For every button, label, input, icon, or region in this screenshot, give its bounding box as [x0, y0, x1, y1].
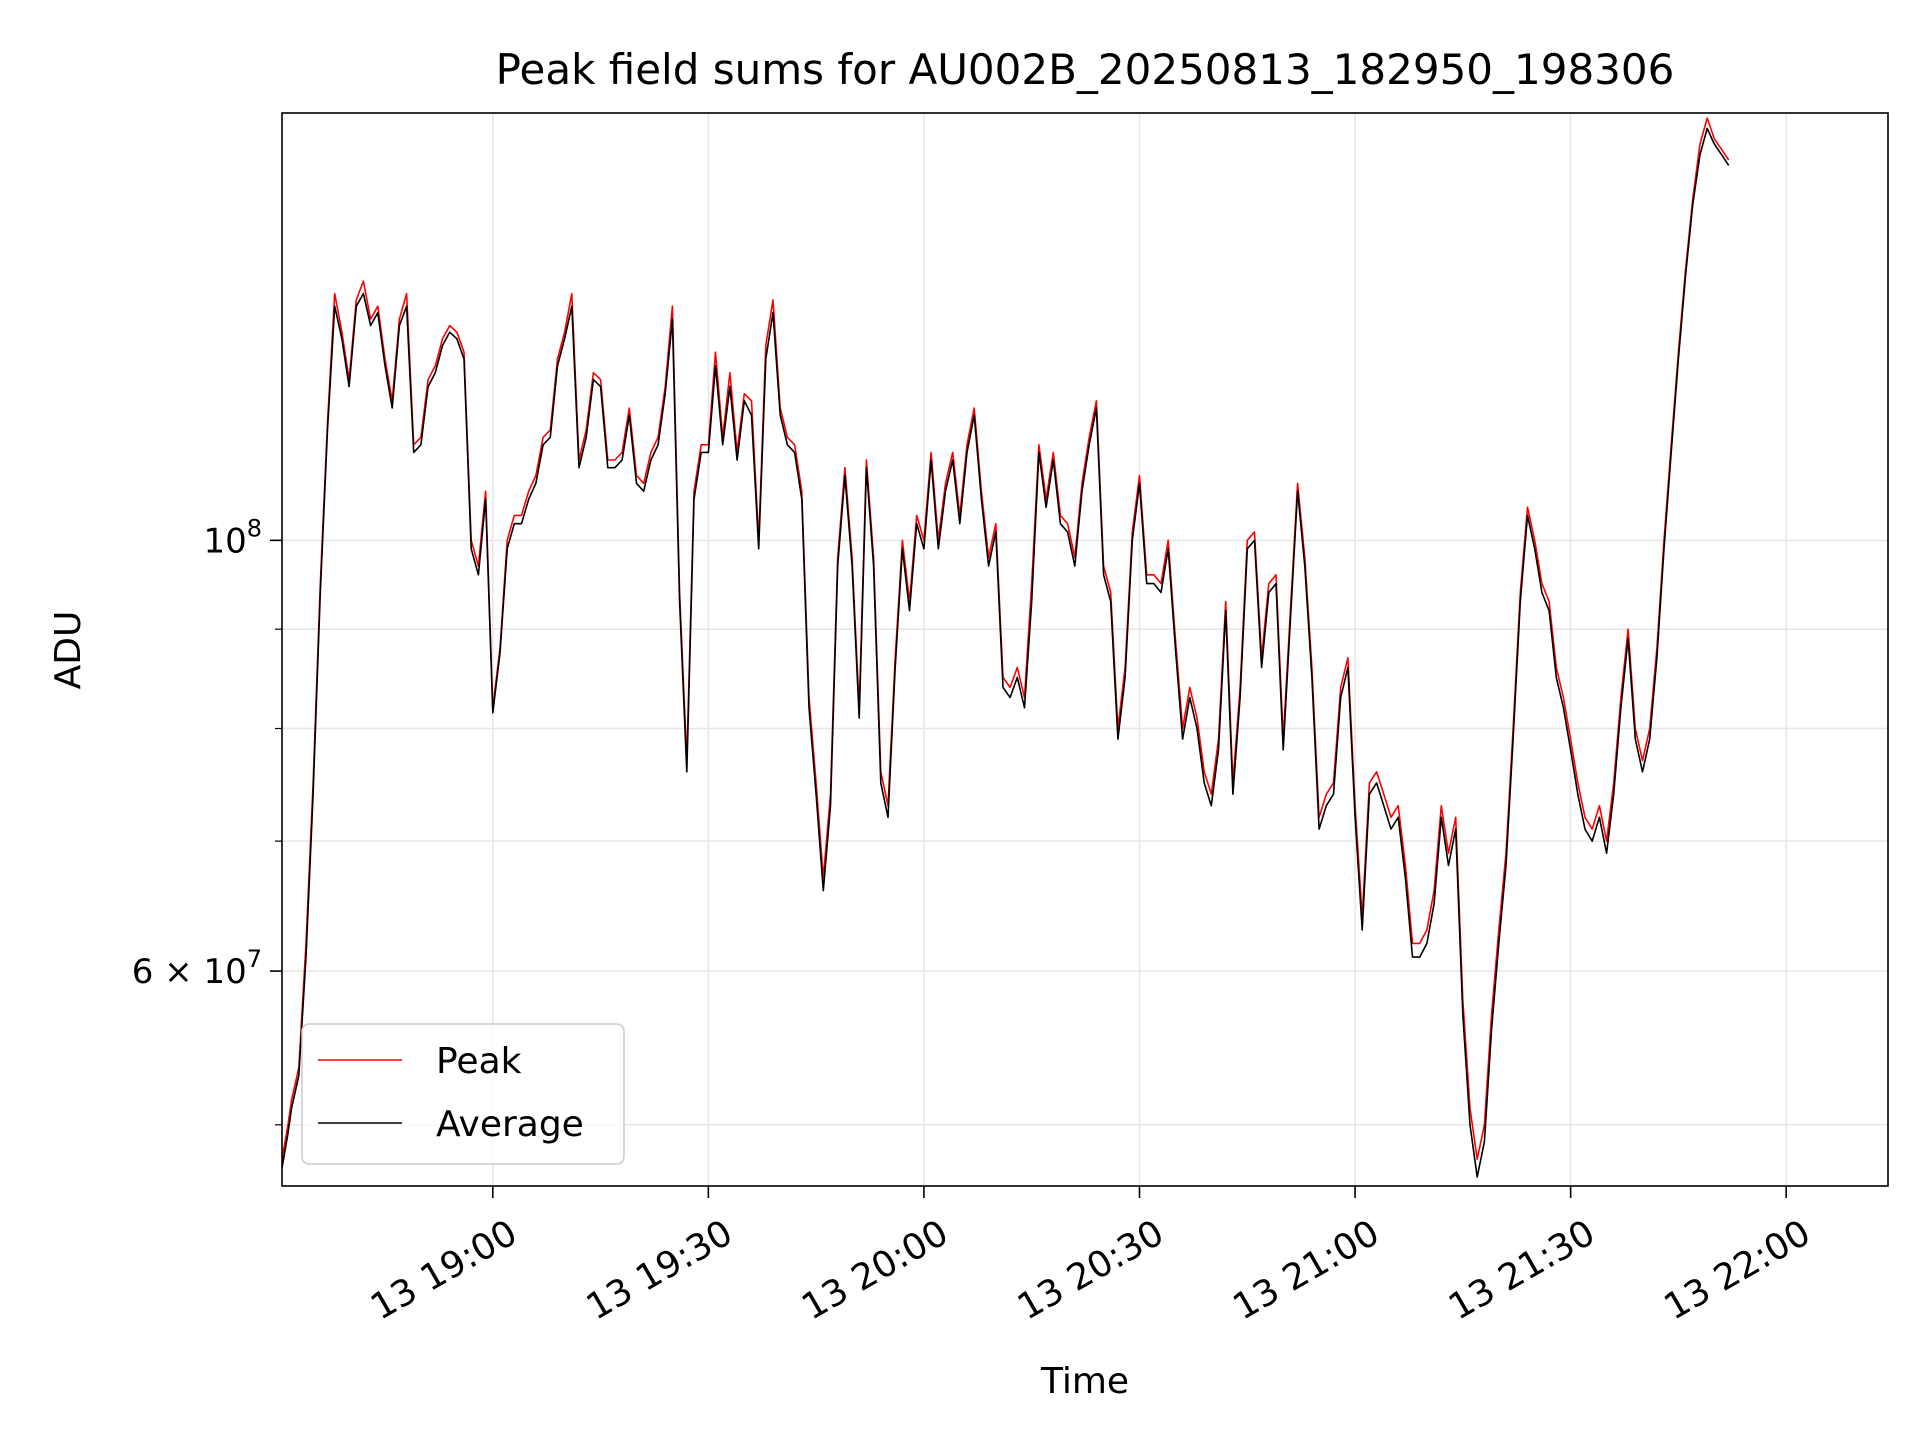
legend-peak-label: Peak	[436, 1041, 522, 1082]
series-group	[282, 117, 1730, 1178]
y-axis-label: ADU	[48, 611, 89, 690]
y-ticks: 6 × 107 108	[132, 514, 282, 1126]
legend-box	[301, 1023, 625, 1165]
legend: Peak Average	[301, 1023, 625, 1165]
y-tick-label: 108	[203, 514, 262, 561]
chart-title: Peak field sums for AU002B_20250813_1829…	[496, 45, 1675, 94]
y-tick-label: 6 × 107	[132, 945, 262, 992]
grid	[282, 113, 1888, 1186]
legend-average-label: Average	[436, 1104, 584, 1145]
series-line-average	[282, 127, 1730, 1178]
plot-frame	[281, 112, 1889, 1187]
x-axis-label: Time	[1040, 1361, 1129, 1402]
